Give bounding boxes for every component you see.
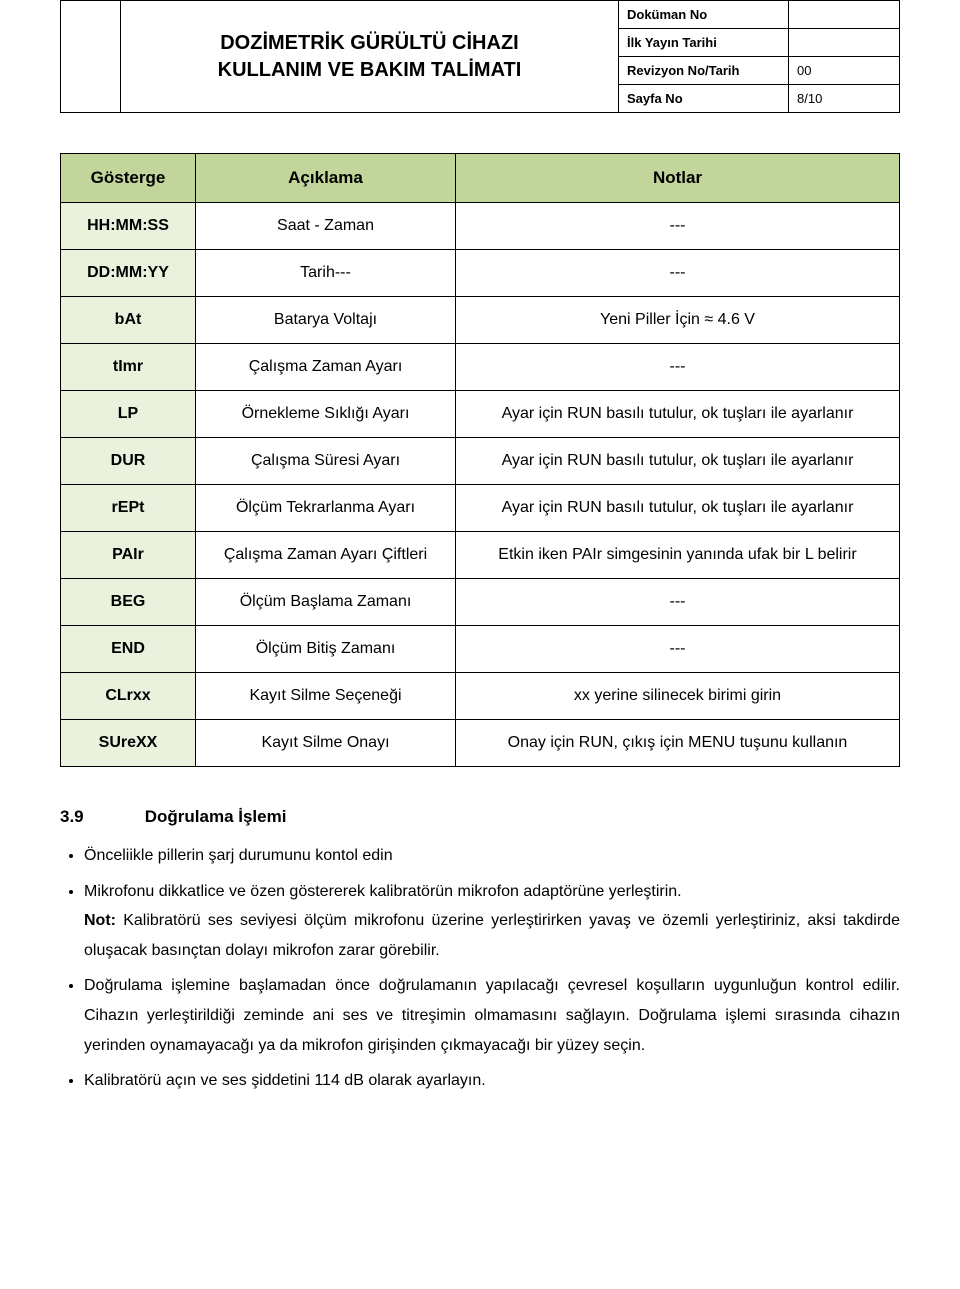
section-bullet-list: Önceliikle pillerin şarj durumunu kontol… — [60, 841, 900, 1096]
table-cell: Etkin iken PAIr simgesinin yanında ufak … — [456, 532, 900, 579]
table-cell: END — [61, 626, 196, 673]
table-row: tImrÇalışma Zaman Ayarı--- — [61, 344, 900, 391]
document-meta-value — [789, 29, 899, 56]
table-cell: CLrxx — [61, 673, 196, 720]
table-cell: --- — [456, 626, 900, 673]
table-cell: Batarya Voltajı — [196, 297, 456, 344]
table-cell: bAt — [61, 297, 196, 344]
section-heading: 3.9 Doğrulama İşlemi — [60, 807, 900, 827]
list-item-text: Doğrulama işlemine başlamadan önce doğru… — [84, 977, 900, 1053]
table-cell: Ölçüm Bitiş Zamanı — [196, 626, 456, 673]
page-root: DOZİMETRİK GÜRÜLTÜ CİHAZI KULLANIM VE BA… — [0, 0, 960, 1162]
settings-table: GöstergeAçıklamaNotlar HH:MM:SSSaat - Za… — [60, 153, 900, 767]
table-cell: BEG — [61, 579, 196, 626]
table-cell: Çalışma Zaman Ayarı Çiftleri — [196, 532, 456, 579]
table-cell: Örnekleme Sıklığı Ayarı — [196, 391, 456, 438]
document-meta-row: Revizyon No/Tarih00 — [619, 56, 899, 84]
list-item: Doğrulama işlemine başlamadan önce doğru… — [84, 971, 900, 1060]
table-cell: rEPt — [61, 485, 196, 532]
table-cell: Kayıt Silme Onayı — [196, 720, 456, 767]
table-cell: Onay için RUN, çıkış için MENU tuşunu ku… — [456, 720, 900, 767]
table-row: PAIrÇalışma Zaman Ayarı ÇiftleriEtkin ik… — [61, 532, 900, 579]
list-item-text: Önceliikle pillerin şarj durumunu kontol… — [84, 847, 393, 864]
table-cell: Ayar için RUN basılı tutulur, ok tuşları… — [456, 438, 900, 485]
table-column-header: Notlar — [456, 154, 900, 203]
table-row: DD:MM:YYTarih------ — [61, 250, 900, 297]
header-logo-slot — [61, 1, 121, 112]
table-row: SUreXXKayıt Silme OnayıOnay için RUN, çı… — [61, 720, 900, 767]
section-number: 3.9 — [60, 807, 140, 827]
table-cell: Ayar için RUN basılı tutulur, ok tuşları… — [456, 391, 900, 438]
document-title: DOZİMETRİK GÜRÜLTÜ CİHAZI KULLANIM VE BA… — [121, 1, 619, 112]
table-row: CLrxxKayıt Silme Seçeneğixx yerine silin… — [61, 673, 900, 720]
table-row: ENDÖlçüm Bitiş Zamanı--- — [61, 626, 900, 673]
table-cell: Ölçüm Başlama Zamanı — [196, 579, 456, 626]
document-meta-value — [789, 1, 899, 28]
table-cell: xx yerine silinecek birimi girin — [456, 673, 900, 720]
table-cell: Çalışma Süresi Ayarı — [196, 438, 456, 485]
table-cell: PAIr — [61, 532, 196, 579]
table-cell: DUR — [61, 438, 196, 485]
table-cell: SUreXX — [61, 720, 196, 767]
table-column-header: Gösterge — [61, 154, 196, 203]
table-row: BEGÖlçüm Başlama Zamanı--- — [61, 579, 900, 626]
table-cell: Yeni Piller İçin ≈ 4.6 V — [456, 297, 900, 344]
document-meta-label: İlk Yayın Tarihi — [619, 29, 789, 56]
section-title: Doğrulama İşlemi — [145, 807, 287, 826]
document-meta-row: İlk Yayın Tarihi — [619, 28, 899, 56]
document-meta-row: Sayfa No8/10 — [619, 84, 899, 112]
table-cell: --- — [456, 203, 900, 250]
list-item: Önceliikle pillerin şarj durumunu kontol… — [84, 841, 900, 871]
list-item-note-label: Not: — [84, 912, 123, 929]
list-item: Mikrofonu dikkatlice ve özen göstererek … — [84, 877, 900, 966]
table-cell: DD:MM:YY — [61, 250, 196, 297]
document-meta-row: Doküman No — [619, 1, 899, 28]
table-cell: LP — [61, 391, 196, 438]
table-column-header: Açıklama — [196, 154, 456, 203]
document-meta-label: Sayfa No — [619, 85, 789, 112]
document-header: DOZİMETRİK GÜRÜLTÜ CİHAZI KULLANIM VE BA… — [60, 0, 900, 113]
table-cell: Tarih--- — [196, 250, 456, 297]
table-row: HH:MM:SSSaat - Zaman--- — [61, 203, 900, 250]
list-item-text: Kalibratörü açın ve ses şiddetini 114 dB… — [84, 1072, 486, 1089]
table-cell: Ayar için RUN basılı tutulur, ok tuşları… — [456, 485, 900, 532]
table-cell: Çalışma Zaman Ayarı — [196, 344, 456, 391]
table-cell: HH:MM:SS — [61, 203, 196, 250]
table-cell: --- — [456, 579, 900, 626]
document-title-line-1: DOZİMETRİK GÜRÜLTÜ CİHAZI — [220, 32, 519, 54]
table-row: rEPtÖlçüm Tekrarlanma AyarıAyar için RUN… — [61, 485, 900, 532]
list-item-text: Mikrofonu dikkatlice ve özen göstererek … — [84, 883, 682, 900]
table-cell: --- — [456, 344, 900, 391]
document-meta-label: Doküman No — [619, 1, 789, 28]
table-row: bAtBatarya VoltajıYeni Piller İçin ≈ 4.6… — [61, 297, 900, 344]
table-body: HH:MM:SSSaat - Zaman---DD:MM:YYTarih----… — [61, 203, 900, 767]
document-meta-value: 00 — [789, 57, 899, 84]
document-meta-box: Doküman Noİlk Yayın TarihiRevizyon No/Ta… — [619, 1, 899, 112]
table-cell: tImr — [61, 344, 196, 391]
table-cell: Kayıt Silme Seçeneği — [196, 673, 456, 720]
table-row: LPÖrnekleme Sıklığı AyarıAyar için RUN b… — [61, 391, 900, 438]
table-row: DURÇalışma Süresi AyarıAyar için RUN bas… — [61, 438, 900, 485]
document-title-line-2: KULLANIM VE BAKIM TALİMATI — [218, 59, 522, 81]
list-item-note-text: Kalibratörü ses seviyesi ölçüm mikrofonu… — [84, 912, 900, 959]
table-header-row: GöstergeAçıklamaNotlar — [61, 154, 900, 203]
table-cell: Saat - Zaman — [196, 203, 456, 250]
document-meta-value: 8/10 — [789, 85, 899, 112]
table-cell: --- — [456, 250, 900, 297]
document-meta-label: Revizyon No/Tarih — [619, 57, 789, 84]
list-item: Kalibratörü açın ve ses şiddetini 114 dB… — [84, 1066, 900, 1096]
table-cell: Ölçüm Tekrarlanma Ayarı — [196, 485, 456, 532]
